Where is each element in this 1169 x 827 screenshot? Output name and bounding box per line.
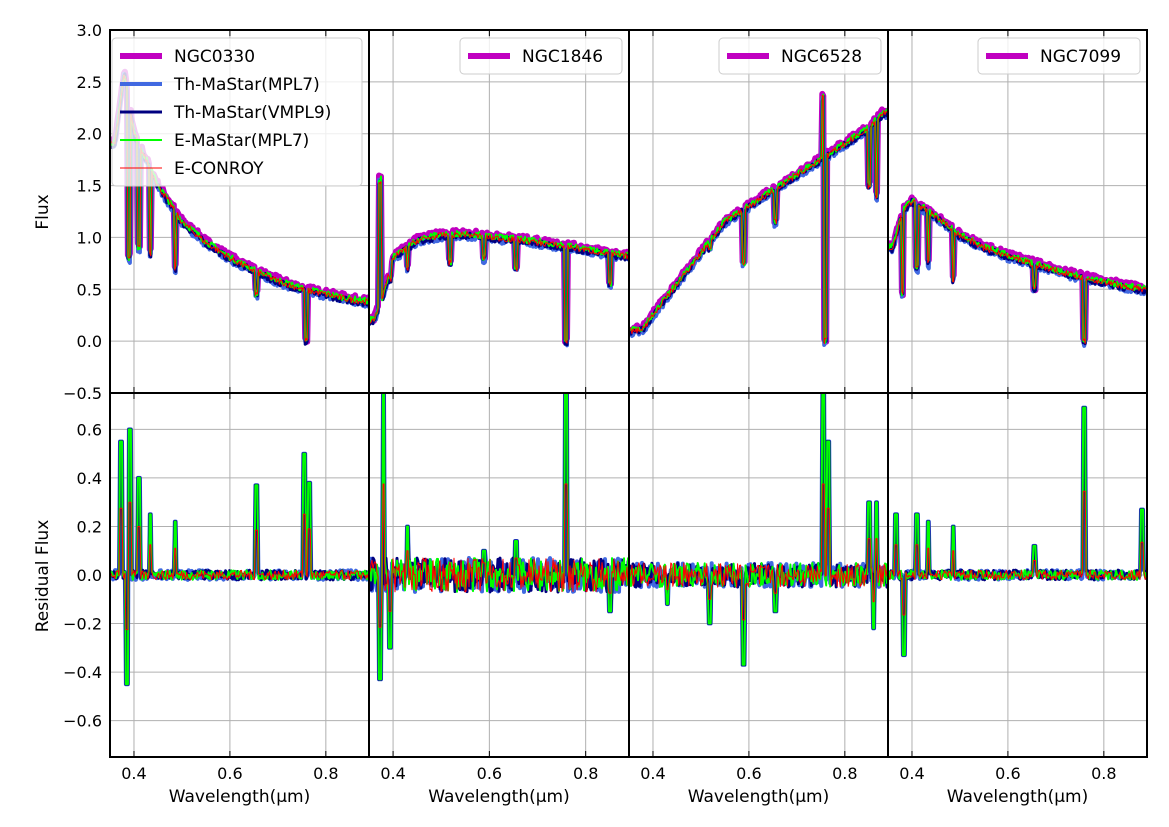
y-tick-label: 2.5 bbox=[77, 73, 102, 92]
y-tick-label: 1.5 bbox=[77, 177, 102, 196]
y-tick-label: 1.0 bbox=[77, 228, 102, 247]
legend: NGC0330 Th-MaStar(MPL7) Th-MaStar(VMPL9) E-… bbox=[111, 37, 363, 187]
y-tick-label: 2.0 bbox=[77, 125, 102, 144]
x-tick-label: 0.8 bbox=[1091, 764, 1116, 783]
x-tick-label: 0.6 bbox=[995, 764, 1020, 783]
flux-e-conroy bbox=[629, 95, 888, 345]
panel-frame-bottom bbox=[887, 392, 1148, 758]
x-axis-label: Wavelength(μm) bbox=[428, 787, 570, 807]
legend-label: E-CONROY bbox=[174, 159, 264, 179]
residual-e-conroy bbox=[369, 483, 629, 628]
legend-frame bbox=[718, 37, 882, 75]
legend-label: NGC7099 bbox=[1040, 47, 1121, 67]
legend: NGC6528 bbox=[718, 37, 882, 75]
legend-frame bbox=[111, 37, 363, 187]
flux-plot bbox=[629, 90, 888, 347]
y-tick-label: 0.5 bbox=[77, 280, 102, 299]
legend-label: Th-MaStar(VMPL9) bbox=[173, 103, 331, 123]
x-tick-label: 0.6 bbox=[477, 764, 502, 783]
x-tick-label: 0.6 bbox=[736, 764, 761, 783]
x-tick-label: 0.8 bbox=[573, 764, 598, 783]
residual-plot bbox=[110, 427, 369, 687]
residual-e-mastarmpl7 bbox=[369, 393, 629, 681]
flux-e-mastarmpl7 bbox=[629, 93, 888, 344]
x-tick-label: 0.8 bbox=[832, 764, 857, 783]
ticks bbox=[133, 30, 327, 757]
x-axis-label: Wavelength(μm) bbox=[947, 787, 1089, 807]
x-axis-label: Wavelength(μm) bbox=[688, 787, 830, 807]
flux-e-conroy bbox=[369, 181, 629, 344]
legend: NGC1846 bbox=[459, 37, 623, 75]
flux-plot bbox=[369, 172, 629, 348]
y-axis-label-bottom: Residual Flux bbox=[33, 520, 53, 633]
residual-e-conroy bbox=[110, 501, 369, 631]
legend-label: NGC6528 bbox=[781, 47, 862, 67]
x-tick-label: 0.4 bbox=[121, 764, 146, 783]
flux-e-conroy bbox=[888, 199, 1147, 345]
x-tick-label: 0.8 bbox=[313, 764, 338, 783]
ticks bbox=[652, 30, 846, 757]
residual-plot bbox=[369, 393, 629, 682]
legend-label: NGC1846 bbox=[522, 47, 603, 67]
residual-e-conroy bbox=[888, 490, 1147, 616]
y-tick-label: −0.2 bbox=[63, 615, 102, 634]
legend-frame bbox=[977, 37, 1141, 75]
y-tick-label: 0.2 bbox=[77, 517, 102, 536]
residual-e-mastarmpl7 bbox=[110, 428, 369, 686]
ticks bbox=[392, 30, 587, 757]
y-tick-label: 0.0 bbox=[77, 566, 102, 585]
panel-frame-top bbox=[368, 29, 630, 394]
y-tick-label: 0.4 bbox=[77, 469, 102, 488]
residual-e-mastarmpl7 bbox=[888, 406, 1147, 657]
y-tick-label: 3.0 bbox=[77, 21, 102, 40]
y-tick-label: −0.5 bbox=[63, 384, 102, 403]
residual-plot bbox=[888, 405, 1147, 658]
y-tick-label: −0.4 bbox=[63, 663, 102, 682]
x-tick-label: 0.4 bbox=[640, 764, 665, 783]
x-axis-label: Wavelength(μm) bbox=[169, 787, 311, 807]
legend-label: E-MaStar(MPL7) bbox=[174, 131, 309, 151]
x-tick-label: 0.4 bbox=[899, 764, 924, 783]
ticks bbox=[911, 30, 1105, 757]
flux-plot bbox=[888, 194, 1147, 348]
y-tick-label: 0.0 bbox=[77, 332, 102, 351]
flux-ngc6528 bbox=[629, 90, 888, 345]
x-tick-label: 0.4 bbox=[380, 764, 405, 783]
residual-e-conroy bbox=[629, 483, 888, 621]
y-tick-label: −0.6 bbox=[63, 712, 102, 731]
panel-frame-top bbox=[628, 29, 889, 394]
legend-label: NGC0330 bbox=[174, 47, 255, 67]
y-tick-label: 0.6 bbox=[77, 420, 102, 439]
flux-th-mastarvmpl9 bbox=[629, 94, 888, 343]
legend-label: Th-MaStar(MPL7) bbox=[173, 75, 320, 95]
y-axis-label-top: Flux bbox=[33, 194, 53, 229]
residual-plot bbox=[629, 393, 888, 667]
legend-frame bbox=[459, 37, 623, 75]
legend: NGC7099 bbox=[977, 37, 1141, 75]
x-tick-label: 0.6 bbox=[217, 764, 242, 783]
